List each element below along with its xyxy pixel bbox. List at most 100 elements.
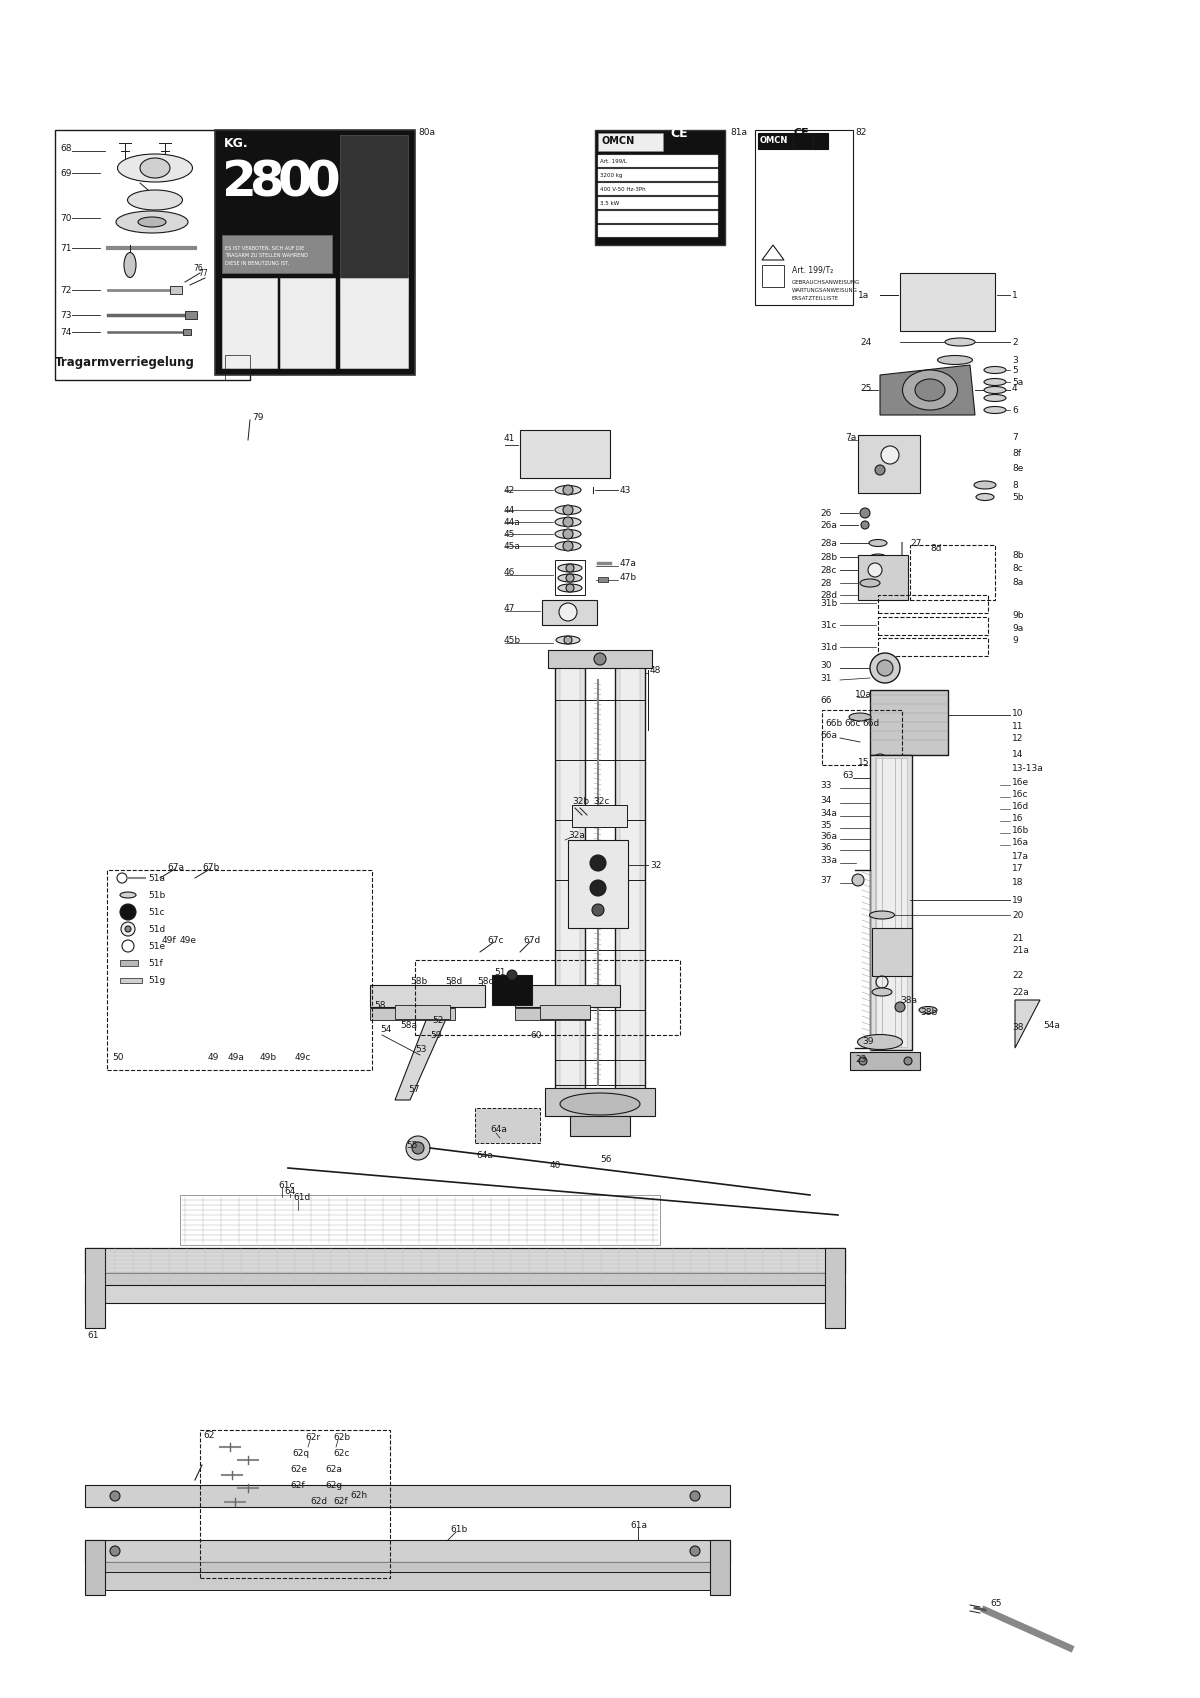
Bar — [120, 978, 142, 983]
Text: TRAGARM ZU STELLEN WAHREND: TRAGARM ZU STELLEN WAHREND — [226, 253, 308, 258]
Bar — [598, 211, 718, 222]
Ellipse shape — [554, 506, 581, 514]
Text: 66b: 66b — [826, 718, 842, 727]
Text: 63: 63 — [842, 771, 853, 779]
Text: 9b: 9b — [1012, 611, 1024, 620]
Text: 37: 37 — [820, 876, 832, 885]
Circle shape — [110, 1491, 120, 1501]
Text: 38a: 38a — [900, 995, 917, 1005]
Circle shape — [508, 970, 517, 980]
Text: 21a: 21a — [1012, 946, 1028, 954]
Text: 12: 12 — [1012, 734, 1024, 742]
Text: 32: 32 — [650, 861, 661, 869]
Bar — [878, 594, 988, 613]
Text: 17a: 17a — [1012, 851, 1030, 861]
Text: 16b: 16b — [1012, 825, 1030, 834]
Text: 67d: 67d — [523, 936, 540, 944]
Text: 21: 21 — [1012, 934, 1024, 942]
Text: 56: 56 — [600, 1156, 612, 1165]
Text: 71: 71 — [60, 243, 72, 253]
Circle shape — [563, 516, 574, 526]
Circle shape — [110, 1545, 120, 1555]
Circle shape — [690, 1545, 700, 1555]
Text: 74: 74 — [60, 328, 71, 336]
Text: 46: 46 — [504, 567, 515, 577]
Ellipse shape — [984, 387, 1006, 394]
Text: 64a: 64a — [490, 1126, 506, 1134]
Text: 49c: 49c — [295, 1053, 311, 1063]
Text: 62c: 62c — [334, 1448, 349, 1457]
Text: 70: 70 — [60, 214, 72, 222]
Text: CE: CE — [793, 127, 809, 138]
Text: WARTUNGSANWEISUNG: WARTUNGSANWEISUNG — [792, 287, 858, 292]
Circle shape — [412, 1143, 424, 1155]
Bar — [340, 278, 408, 368]
Polygon shape — [395, 1010, 450, 1100]
Text: 7a: 7a — [845, 433, 857, 441]
Text: 18: 18 — [1012, 878, 1024, 886]
Text: 62f: 62f — [334, 1498, 348, 1506]
Ellipse shape — [984, 379, 1006, 385]
Text: 68: 68 — [60, 144, 72, 153]
Text: 55: 55 — [406, 1141, 418, 1150]
Text: 51d: 51d — [148, 924, 166, 934]
Bar — [515, 985, 620, 1007]
Text: 51: 51 — [494, 968, 505, 976]
Text: 42: 42 — [504, 486, 515, 494]
Circle shape — [904, 1056, 912, 1065]
Text: 9a: 9a — [1012, 623, 1024, 632]
Bar — [226, 355, 250, 380]
Text: 23: 23 — [854, 1056, 866, 1065]
Text: 60: 60 — [530, 1031, 541, 1039]
Text: 58: 58 — [374, 1000, 385, 1010]
Text: 62: 62 — [203, 1430, 215, 1440]
Circle shape — [590, 856, 606, 871]
Text: 66a: 66a — [820, 730, 838, 740]
Text: 51c: 51c — [148, 907, 164, 917]
Text: 16: 16 — [1012, 813, 1024, 822]
Bar — [222, 278, 277, 368]
Ellipse shape — [916, 379, 946, 401]
Text: OMCN: OMCN — [601, 136, 635, 146]
Text: 31d: 31d — [820, 642, 838, 652]
Ellipse shape — [118, 155, 192, 182]
Text: 0: 0 — [306, 158, 341, 205]
Circle shape — [862, 521, 869, 530]
Text: OMCN: OMCN — [760, 136, 788, 144]
Bar — [520, 430, 610, 479]
Bar — [878, 616, 988, 635]
Bar — [560, 662, 580, 1087]
Ellipse shape — [872, 988, 892, 997]
Text: 62b: 62b — [334, 1433, 350, 1443]
Bar — [185, 311, 197, 319]
Text: CE: CE — [670, 126, 688, 139]
Text: KG.: KG. — [224, 136, 248, 149]
Text: 27: 27 — [910, 538, 922, 547]
Text: 40: 40 — [550, 1160, 562, 1170]
Text: 44: 44 — [504, 506, 515, 514]
Text: 45a: 45a — [504, 542, 521, 550]
Text: 79: 79 — [252, 413, 264, 421]
Circle shape — [566, 564, 574, 572]
Bar — [222, 234, 332, 273]
Circle shape — [563, 542, 574, 550]
Text: 77: 77 — [198, 268, 208, 277]
Text: 62a: 62a — [325, 1465, 342, 1474]
Bar — [598, 132, 662, 151]
Text: 66c: 66c — [844, 718, 860, 727]
Text: 67b: 67b — [202, 863, 220, 871]
Text: 50: 50 — [112, 1053, 124, 1063]
Circle shape — [566, 574, 574, 582]
Text: 1a: 1a — [858, 290, 869, 299]
Text: 31c: 31c — [820, 620, 836, 630]
Bar — [710, 1540, 730, 1594]
Circle shape — [592, 903, 604, 915]
Ellipse shape — [870, 912, 894, 919]
Ellipse shape — [127, 190, 182, 211]
Text: 69: 69 — [60, 168, 72, 178]
Circle shape — [406, 1136, 430, 1160]
Ellipse shape — [974, 481, 996, 489]
Circle shape — [121, 922, 134, 936]
Text: 44a: 44a — [504, 518, 521, 526]
Ellipse shape — [860, 579, 880, 588]
